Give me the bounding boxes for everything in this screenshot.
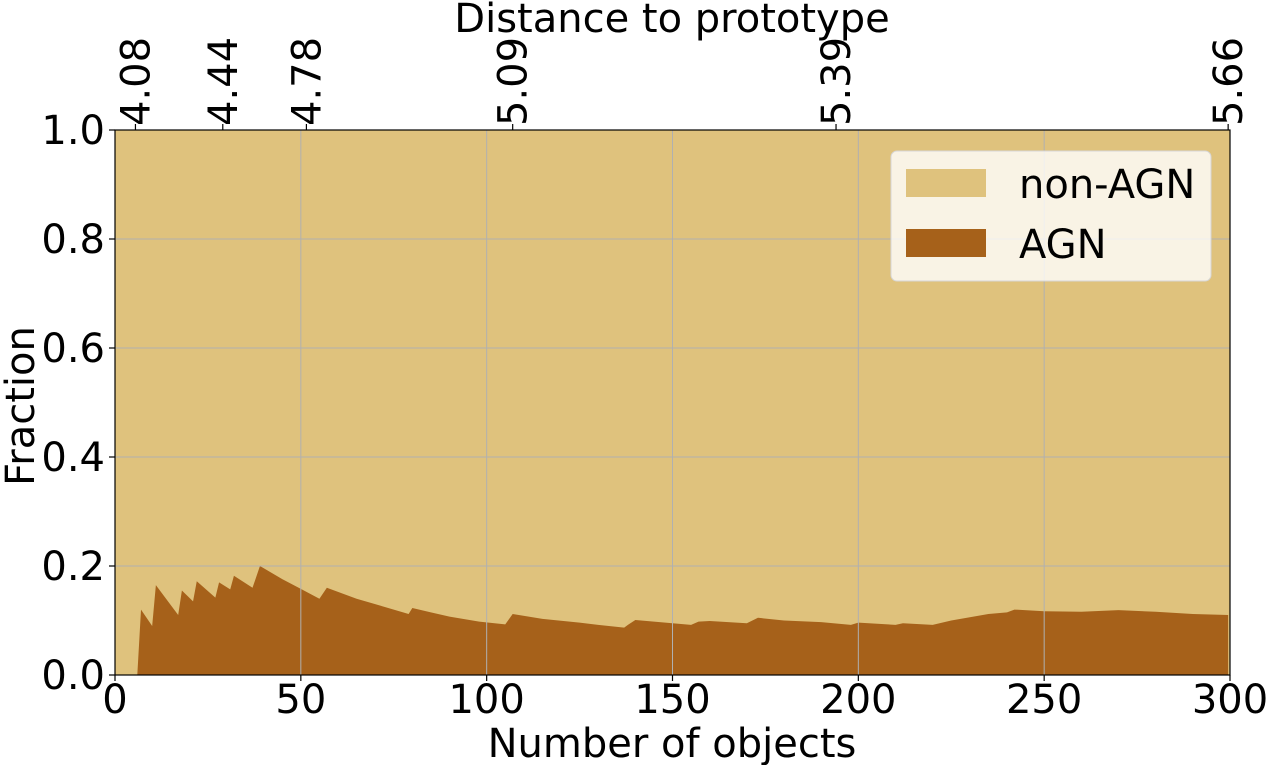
x-tick-label: 200 — [820, 677, 896, 723]
legend-label-non-agn: non-AGN — [1019, 162, 1195, 208]
x-tick-label: 0 — [102, 677, 127, 723]
y-axis: 0.0 0.2 0.4 0.6 0.8 1.0 — [41, 108, 115, 699]
legend-swatch-agn — [906, 229, 986, 257]
legend-swatch-non-agn — [906, 169, 986, 197]
plot-frame — [114, 129, 1231, 676]
x-tick-label: 150 — [634, 677, 710, 723]
x-axis-title: Number of objects — [488, 721, 857, 765]
area-agn — [115, 566, 1229, 675]
top-tick-label: 4.08 — [113, 37, 159, 126]
top-axis-title: Distance to prototype — [454, 0, 889, 42]
y-tick-label: 0.8 — [41, 217, 105, 263]
legend: non-AGN AGN — [890, 150, 1212, 282]
top-tick-label: 5.39 — [814, 37, 860, 126]
top-axis: 4.08 4.44 4.78 5.09 5.39 5.66 — [113, 37, 1252, 130]
top-tick-label: 4.44 — [201, 37, 247, 126]
y-tick-label: 0.6 — [41, 326, 105, 372]
top-tick-label: 5.66 — [1206, 37, 1252, 126]
x-axis: 0 50 100 150 200 250 300 — [102, 675, 1268, 723]
x-tick-label: 300 — [1192, 677, 1268, 723]
top-tick-label: 5.09 — [491, 37, 537, 126]
x-tick-label: 100 — [448, 677, 524, 723]
y-tick-label: 0.0 — [41, 653, 105, 699]
y-tick-label: 1.0 — [41, 108, 105, 154]
x-tick-label: 50 — [275, 677, 326, 723]
y-tick-label: 0.4 — [41, 435, 105, 481]
x-tick-label: 250 — [1006, 677, 1082, 723]
top-tick-label: 4.78 — [284, 37, 330, 126]
y-axis-title: Fraction — [0, 326, 44, 486]
legend-label-agn: AGN — [1019, 222, 1107, 268]
y-tick-label: 0.2 — [41, 544, 105, 590]
